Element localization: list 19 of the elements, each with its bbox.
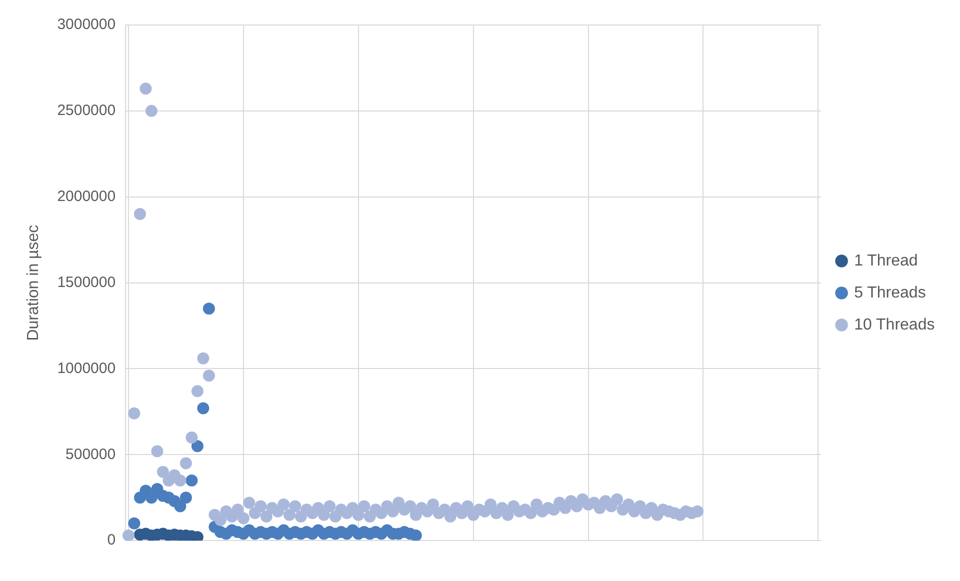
legend-label: 1 Thread bbox=[854, 252, 918, 270]
y-tick-label: 1000000 bbox=[57, 360, 116, 377]
y-tick-label: 2500000 bbox=[57, 102, 116, 120]
point bbox=[174, 500, 186, 512]
point bbox=[191, 440, 204, 452]
y-tick-label: 3000000 bbox=[57, 16, 116, 34]
point bbox=[128, 517, 140, 530]
y-tick-label: 0 bbox=[107, 532, 116, 549]
point bbox=[186, 474, 198, 486]
legend-label: 5 Threads bbox=[854, 284, 926, 302]
point bbox=[197, 402, 210, 414]
y-tick-label: 500000 bbox=[66, 446, 116, 463]
y-tick-label: 1500000 bbox=[57, 274, 116, 291]
y-axis-title: Duration in µsec bbox=[25, 224, 42, 341]
y-tick-label: 2000000 bbox=[57, 188, 116, 206]
point bbox=[145, 492, 158, 504]
legend-label: 10 Threads bbox=[854, 316, 935, 334]
point bbox=[202, 302, 215, 315]
point bbox=[180, 492, 192, 504]
